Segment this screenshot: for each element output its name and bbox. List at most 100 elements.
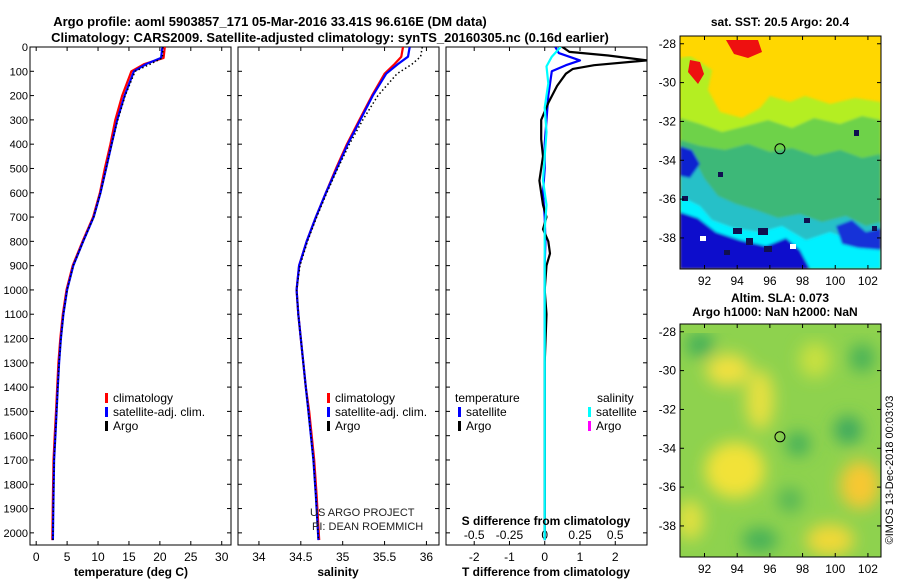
depth-tick-label: 1600: [4, 431, 28, 443]
sst-data-gap: [758, 228, 768, 235]
x-tick-label: 30: [215, 550, 229, 564]
sst-zone-blue-west: [680, 146, 700, 178]
x-tick-label: 25: [184, 550, 198, 564]
lon-tick-label: 100: [825, 274, 845, 288]
x-tick-label: 0: [541, 550, 548, 564]
legend-swatch-climatology: [327, 393, 330, 403]
depth-tick-label: 100: [10, 66, 28, 78]
sla-blob-high: [806, 524, 854, 556]
sla-map-panel: Altim. SLA: 0.073 Argo h1000: NaN h2000:…: [659, 291, 882, 576]
sst-data-gap: [682, 196, 688, 201]
depth-tick-label: 200: [10, 91, 28, 103]
lon-tick-label: 92: [698, 274, 712, 288]
sla-blob-low: [834, 416, 862, 444]
s-difference-tick-label: -0.25: [496, 528, 524, 542]
lon-tick-label: 98: [796, 562, 810, 576]
series-satellite-adj-clim-: [295, 47, 411, 541]
sst-data-gap: [804, 218, 810, 223]
sla-heatmap: [680, 324, 881, 557]
legend-label-argo: Argo: [113, 419, 139, 433]
legend-label-climatology: climatology: [335, 391, 395, 405]
lat-tick-label: -28: [659, 325, 677, 339]
lon-tick-label: 94: [731, 274, 745, 288]
salinity-panel: 34 34.5 35 35.5 36 salinity climatology sate…: [237, 46, 440, 579]
sla-map-frame: [679, 323, 882, 558]
x-tick-label: 36: [420, 550, 434, 564]
pi-credit: PI: DEAN ROEMMICH: [312, 521, 423, 533]
x-tick-label: 2: [612, 550, 619, 564]
legend-label-t-satellite: satellite: [466, 405, 507, 419]
header-line-2: Climatology: CARS2009. Satellite-adjuste…: [51, 30, 609, 45]
x-tick-label: 15: [122, 550, 136, 564]
x-tick-label: 34.5: [289, 550, 313, 564]
sla-blob-high: [746, 370, 774, 430]
legend-label-s-satellite: satellite: [596, 405, 637, 419]
legend-label-climatology: climatology: [113, 391, 173, 405]
depth-tick-label: 1200: [4, 334, 28, 346]
depth-tick-label: 1900: [4, 504, 28, 516]
sst-map-title: sat. SST: 20.5 Argo: 20.4: [711, 15, 850, 29]
x-tick-label: 35.5: [373, 550, 397, 564]
sla-map-subtitle: Argo h1000: NaN h2000: NaN: [692, 305, 857, 319]
depth-tick-label: 1100: [4, 309, 28, 321]
legend-label-satellite: satellite-adj. clim.: [113, 405, 205, 419]
legend-swatch-argo: [327, 421, 330, 431]
depth-tick-label: 1400: [4, 382, 28, 394]
sst-patch-red-west: [688, 60, 704, 84]
series-t-argo: [538, 47, 647, 541]
salinity-x-axis: 34 34.5 35 35.5 36: [252, 47, 433, 564]
lon-tick-label: 102: [858, 274, 878, 288]
sst-heatmap: [680, 36, 881, 269]
s-difference-tick-label: -0.5: [464, 528, 485, 542]
depth-tick-label: 300: [10, 115, 28, 127]
temperature-profiles: [51, 47, 166, 541]
s-difference-label: S difference from climatology: [462, 514, 631, 528]
sla-map-title: Altim. SLA: 0.073: [731, 291, 829, 305]
sst-data-gap-white: [700, 236, 706, 241]
lat-tick-label: -36: [659, 480, 677, 494]
lon-tick-label: 96: [763, 562, 777, 576]
sla-map-lat-axis: -28 -30 -32 -34 -36 -38: [659, 325, 881, 533]
x-tick-label: -2: [469, 550, 480, 564]
argo-location-marker: [774, 143, 786, 155]
salinity-x-label: salinity: [317, 565, 359, 579]
legend-title-temperature: temperature: [455, 391, 520, 405]
sla-blob-low: [850, 344, 874, 372]
difference-panel: -2 -1 0 1 2 -0.5 -0.25 0 0.25 0.5 T difference f…: [445, 46, 648, 579]
series-argo: [295, 47, 424, 541]
temperature-x-axis: 0 5 10 15 20 25 30: [33, 47, 229, 564]
x-tick-label: 10: [91, 550, 105, 564]
lat-tick-label: -34: [659, 153, 677, 167]
sst-data-gap: [746, 238, 753, 245]
depth-tick-label: 900: [10, 261, 28, 273]
sst-map-frame: [679, 35, 882, 270]
sst-zone-blue: [680, 212, 810, 269]
temperature-legend: climatology satellite-adj. clim. Argo: [105, 391, 205, 433]
depth-axis: 0 100 200 300 400 500 600 700 800 900 1000 1100 1200…: [4, 42, 231, 540]
legend-label-argo: Argo: [335, 419, 361, 433]
sla-blob-high: [680, 500, 704, 540]
x-tick-label: 20: [153, 550, 167, 564]
sst-map-lat-axis: -28 -30 -32 -34 -36 -38: [659, 37, 881, 245]
difference-legend: temperature satellite Argo salinity sate…: [455, 391, 637, 433]
sst-data-gap: [764, 246, 772, 252]
depth-tick-label: 0: [22, 42, 28, 54]
salinity-legend: climatology satellite-adj. clim. Argo: [327, 391, 427, 433]
lat-tick-label: -36: [659, 192, 677, 206]
lat-tick-label: -34: [659, 441, 677, 455]
lat-tick-label: -38: [659, 231, 677, 245]
argo-location-marker: [774, 431, 786, 443]
temperature-x-label: temperature (deg C): [74, 565, 188, 579]
salinity-profiles: [295, 47, 424, 541]
x-tick-label: 1: [577, 550, 584, 564]
x-tick-label: 0: [33, 550, 40, 564]
sst-data-gap: [733, 228, 742, 234]
sla-blob-high: [706, 354, 750, 386]
series-s-satellite: [541, 47, 562, 541]
salinity-plot-frame: [237, 46, 440, 546]
x-tick-label: 34: [252, 550, 266, 564]
x-tick-label: 5: [64, 550, 71, 564]
difference-x-axis: -2 -1 0 1 2: [469, 47, 619, 564]
lat-tick-label: -30: [659, 76, 677, 90]
